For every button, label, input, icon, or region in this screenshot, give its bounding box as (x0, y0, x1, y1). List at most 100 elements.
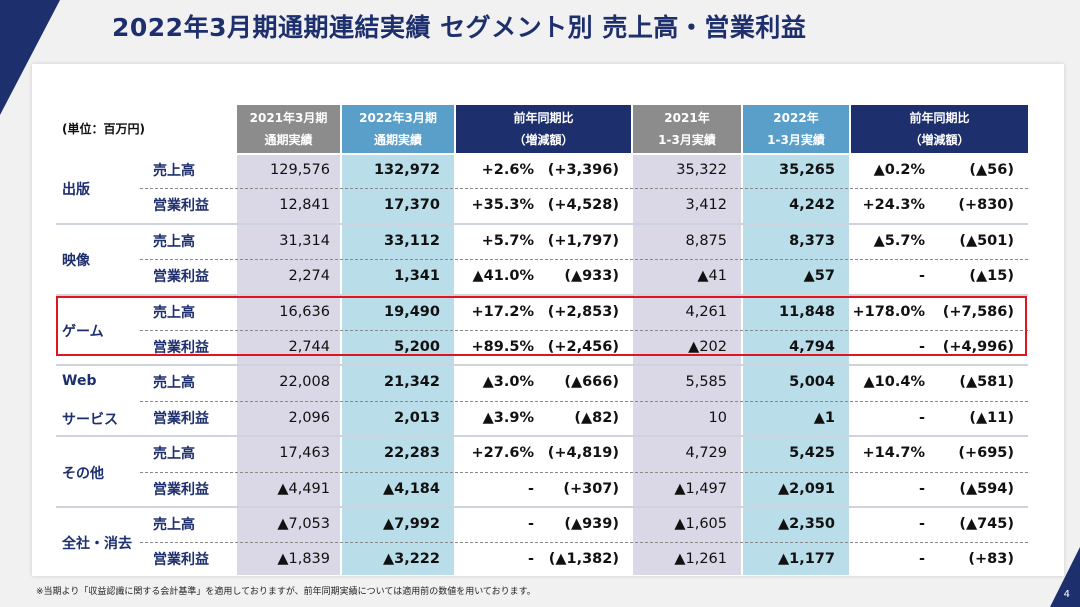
segment-name: 全社・消去 (62, 536, 132, 553)
table-cell-fy-pct: +89.5% (471, 339, 534, 355)
table-cell-curr-fy: 21,342 (384, 374, 440, 391)
table-cell-fy-amt: (+4,528) (547, 197, 619, 214)
footnote: ※当期より「収益認識に関する会計基準」を適用しておりますが、前年同期実績について… (36, 587, 536, 597)
segment-name: ゲーム (62, 324, 104, 340)
table-cell-fy-pct: - (527, 516, 534, 532)
table-cell-fy-pct: +27.6% (471, 445, 534, 462)
metric-label: 売上高 (153, 163, 195, 179)
table-cell-fy-amt: (+1,797) (547, 232, 619, 249)
table-cell-curr-fy: 132,972 (373, 162, 440, 178)
header-fy-compare: 前年同期比 （増減額） (456, 105, 631, 153)
table-cell-q-pct: ▲0.2% (873, 162, 925, 178)
table-cell-q-amt: (▲56) (969, 162, 1014, 178)
table-cell-prev-q: 35,322 (676, 162, 727, 178)
segment-name: その他 (62, 465, 104, 482)
table-cell-fy-amt: (+2,853) (547, 303, 619, 320)
table-cell-q-amt: (▲15) (969, 268, 1014, 285)
table-cell-curr-q: 11,848 (779, 303, 835, 320)
table-cell-curr-q: ▲1,177 (777, 551, 835, 568)
metric-label: 営業利益 (153, 340, 209, 356)
table-cell-prev-fy: 16,636 (279, 303, 330, 320)
table-cell-prev-fy: 129,576 (270, 162, 330, 178)
table-cell-fy-amt: (▲1,382) (548, 551, 619, 568)
table-cell-prev-fy: 31,314 (279, 232, 330, 249)
table-cell-q-amt: (▲745) (959, 516, 1014, 532)
table-cell-fy-pct: - (527, 551, 534, 568)
metric-label: 営業利益 (153, 410, 209, 427)
segment-divider (56, 293, 1028, 296)
segment-divider (56, 435, 1028, 438)
table-cell-curr-fy: 5,200 (394, 339, 440, 355)
table-cell-curr-q: ▲1 (813, 409, 835, 426)
header-line: 1-3月実績 (767, 133, 825, 147)
table-cell-prev-fy: 2,744 (288, 339, 330, 355)
table-cell-curr-fy: 2,013 (394, 409, 440, 426)
table-cell-q-amt: (+695) (958, 445, 1014, 462)
header-line: 2022年3月期 (359, 111, 437, 125)
table-cell-q-amt: (+7,586) (942, 303, 1014, 320)
table-cell-fy-pct: +35.3% (471, 197, 534, 214)
metric-label: 売上高 (153, 304, 195, 321)
header-line: 1-3月実績 (658, 133, 716, 147)
header-prev-fy: 2021年3月期 通期実績 (237, 105, 340, 153)
metric-label: 売上高 (153, 375, 195, 392)
table-cell-prev-fy: 2,274 (288, 268, 330, 285)
header-line: 通期実績 (373, 133, 422, 147)
game-highlight-box (56, 296, 1027, 356)
table-cell-curr-fy: 33,112 (384, 232, 440, 249)
table-cell-fy-pct: ▲41.0% (472, 268, 534, 285)
table-cell-fy-amt: (+4,819) (547, 445, 619, 462)
table-cell-fy-pct: +17.2% (471, 303, 534, 320)
table-cell-fy-pct: ▲3.0% (482, 374, 534, 391)
table-cell-prev-q: ▲41 (697, 268, 727, 285)
metric-label: 売上高 (153, 233, 195, 250)
table-cell-prev-fy: 12,841 (279, 197, 330, 214)
table-cell-q-pct: ▲10.4% (863, 374, 925, 391)
header-q-compare: 前年同期比 （増減額） (851, 105, 1028, 153)
table-cell-q-pct: +24.3% (862, 197, 925, 214)
table-cell-fy-amt: (+2,456) (547, 339, 619, 355)
segment-divider (56, 222, 1028, 225)
header-line: 前年同期比 (909, 111, 970, 125)
table-cell-prev-q: 8,875 (685, 232, 727, 249)
metric-label: 営業利益 (153, 481, 209, 498)
table-cell-fy-pct: +2.6% (481, 162, 534, 178)
table-cell-fy-amt: (+307) (563, 480, 619, 497)
metric-label: 売上高 (153, 446, 195, 463)
table-cell-q-amt: (▲581) (959, 374, 1014, 391)
metric-label: 営業利益 (153, 198, 209, 215)
table-cell-q-amt: (▲594) (959, 480, 1014, 497)
header-prev-q: 2021年 1-3月実績 (633, 105, 741, 153)
table-cell-fy-amt: (▲939) (564, 516, 619, 532)
table-cell-q-pct: - (918, 268, 925, 285)
table-cell-curr-q: 5,425 (789, 445, 835, 462)
table-cell-q-amt: (+830) (958, 197, 1014, 214)
header-line: 前年同期比 (513, 111, 574, 125)
table-cell-fy-amt: (▲666) (564, 374, 619, 391)
row-divider (140, 330, 1028, 331)
row-divider (140, 542, 1028, 544)
table-cell-q-pct: +14.7% (862, 445, 925, 462)
row-divider (140, 188, 1028, 190)
segment-divider (56, 506, 1028, 508)
table-cell-prev-q: ▲1,605 (674, 516, 727, 532)
table-cell-curr-q: 4,242 (789, 197, 835, 214)
table-cell-prev-q: 3,412 (685, 197, 727, 214)
table-cell-q-pct: ▲5.7% (873, 232, 925, 249)
table-cell-fy-pct: - (527, 480, 534, 497)
header-line: 2021年 (664, 111, 710, 125)
table-cell-prev-fy: 17,463 (279, 445, 330, 462)
metric-label: 売上高 (153, 517, 195, 533)
table-cell-prev-q: ▲1,261 (674, 551, 727, 568)
table-cell-prev-fy: 22,008 (279, 374, 330, 391)
table-cell-q-amt: (+83) (968, 551, 1014, 568)
table-cell-q-amt: (▲11) (969, 409, 1014, 426)
table-cell-prev-fy: ▲4,491 (277, 480, 330, 497)
table-cell-q-pct: - (918, 551, 925, 568)
header-line: （増減額） (513, 133, 574, 147)
table-cell-prev-q: 10 (708, 409, 727, 426)
table-cell-curr-q: 4,794 (789, 339, 835, 355)
table-cell-fy-amt: (▲82) (574, 409, 619, 426)
table-cell-curr-fy: 19,490 (384, 303, 440, 320)
table-cell-q-pct: - (918, 516, 925, 532)
